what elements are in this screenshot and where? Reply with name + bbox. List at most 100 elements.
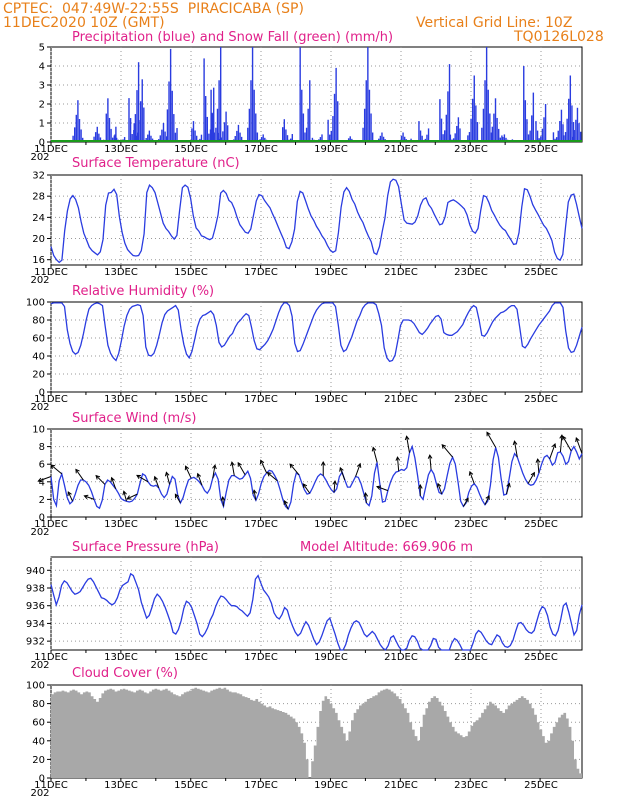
precip-bar <box>332 116 334 142</box>
precip-bar <box>501 135 503 142</box>
y-tick-label: 934 <box>26 619 45 630</box>
panel-frame <box>50 556 583 651</box>
precip-bar <box>283 119 286 142</box>
x-date-label: 19DEC <box>314 519 348 530</box>
precip-bar <box>379 135 382 142</box>
panel-frame <box>50 174 583 266</box>
precip-bar <box>319 137 322 142</box>
precip-bar <box>213 87 215 142</box>
precip-bar <box>578 123 580 142</box>
precip-bar <box>216 108 219 142</box>
x-date-label: 23DEC <box>454 267 488 278</box>
x-date-label: 17DEC <box>244 780 278 791</box>
precip-bar <box>302 113 305 142</box>
y-tick-label: 60 <box>32 334 45 345</box>
y-tick-label: 0 <box>39 138 45 149</box>
precip-bar <box>304 132 306 142</box>
wind-arrow <box>575 437 583 454</box>
x-date-label: 17DEC <box>244 519 278 530</box>
wind-arrow-head <box>237 461 242 467</box>
precip-bar <box>363 108 366 142</box>
x-year-label: 202 <box>30 527 49 538</box>
precip-bar <box>75 114 78 142</box>
precip-bar <box>239 132 241 142</box>
wind-arrow <box>260 460 268 474</box>
wind-arrow <box>136 474 149 483</box>
wind-arrow <box>396 457 400 472</box>
precip-bar <box>174 132 177 142</box>
precip-bar <box>159 135 161 142</box>
precip-bar <box>575 119 577 142</box>
x-date-label: 25DEC <box>524 394 558 405</box>
wind-arrow-head <box>164 471 170 477</box>
wind-arrow-head <box>562 435 567 441</box>
header-station: CPTEC: 047:49W-22:55S PIRACICABA (SP) <box>3 1 304 17</box>
x-date-label: 21DEC <box>384 267 418 278</box>
x-date-label: 25DEC <box>524 144 558 155</box>
wind-arrow-head <box>266 471 272 477</box>
wind-arrow-head <box>332 479 338 485</box>
wind-arrow-head <box>50 464 56 469</box>
y-tick-label: 938 <box>26 584 45 595</box>
precip-bar <box>327 119 329 142</box>
precip-bar <box>255 113 257 142</box>
wind-arrow-head <box>283 499 288 505</box>
precip-bar <box>573 130 575 142</box>
wind-arrow-head <box>174 493 180 499</box>
precip-bar <box>129 118 132 142</box>
precip-bar <box>240 136 243 142</box>
precip-bar <box>440 118 443 142</box>
precip-bar <box>115 126 117 142</box>
wind-arrow-head <box>339 466 344 472</box>
wind-arrow <box>253 490 257 501</box>
y-tick-label: 3 <box>39 81 45 92</box>
wind-arrow <box>185 466 192 479</box>
precip-bar <box>114 134 116 142</box>
precip-bar <box>572 122 575 142</box>
wind-arrow-head <box>153 475 159 481</box>
precip-bar <box>370 113 372 142</box>
precip-bar <box>134 114 137 142</box>
x-date-label: 21DEC <box>384 519 418 530</box>
precip-bar <box>247 127 249 142</box>
precip-bar <box>168 81 170 142</box>
precip-bar <box>285 129 287 142</box>
x-date-label: 13DEC <box>104 267 138 278</box>
x-date-label: 23DEC <box>454 144 488 155</box>
precip-bar <box>105 113 107 142</box>
precip-bar <box>256 132 259 142</box>
y-tick-label: 20 <box>32 370 45 381</box>
precip-bar <box>136 132 139 142</box>
y-tick-label: 100 <box>26 681 45 692</box>
precip-bar <box>262 134 264 142</box>
x-date-label: 25DEC <box>524 652 558 663</box>
wind-arrow <box>237 462 246 476</box>
x-date-label: 17DEC <box>244 652 278 663</box>
x-date-label: 23DEC <box>454 652 488 663</box>
precip-bar <box>400 135 403 142</box>
precip-bar <box>82 137 84 142</box>
wind-arrow <box>38 476 52 482</box>
x-date-label: 11DEC <box>34 267 68 278</box>
precip-bar <box>96 126 98 142</box>
precip-bar <box>459 128 461 142</box>
y-tick-label: 80 <box>32 699 45 710</box>
precip-bar <box>471 98 474 142</box>
y-tick-label: 100 <box>26 298 45 309</box>
y-tick-label: 10 <box>32 425 45 436</box>
precip-bar <box>128 98 130 142</box>
x-date-label: 11DEC <box>34 519 68 530</box>
precip-bar <box>349 136 351 142</box>
precip-bar <box>571 136 574 142</box>
precip-bar <box>234 136 236 142</box>
precip-bar <box>169 48 172 142</box>
y-tick-label: 16 <box>32 255 45 266</box>
precip-bar <box>150 135 152 142</box>
y-tick-label: 932 <box>26 637 45 648</box>
precip-bar <box>173 114 175 142</box>
precip-bar <box>362 127 364 142</box>
wind-arrow <box>537 459 540 474</box>
x-date-label: 13DEC <box>104 144 138 155</box>
precip-bar <box>562 124 564 142</box>
